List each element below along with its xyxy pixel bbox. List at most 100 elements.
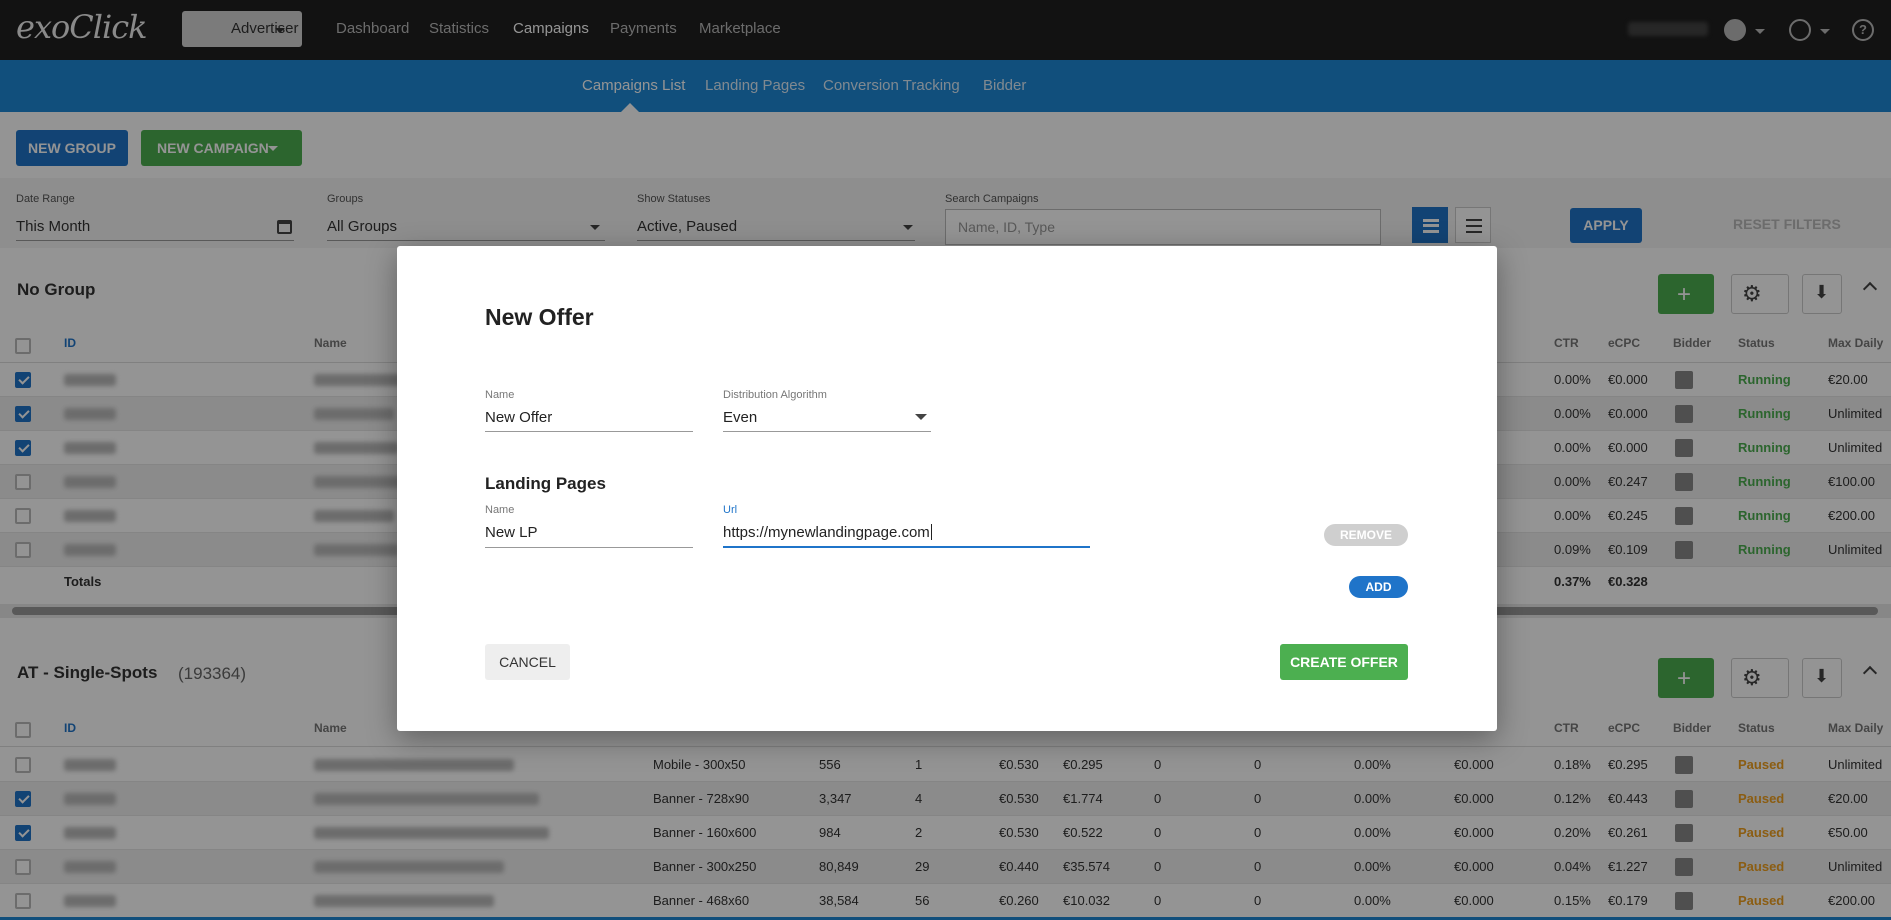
search-placeholder: Name, ID, Type — [958, 219, 1056, 235]
statuses-select[interactable]: Active, Paused — [637, 218, 738, 235]
download-button[interactable]: ⬇ — [1802, 274, 1842, 314]
th-id[interactable]: ID — [64, 721, 76, 735]
bidder-chart-icon[interactable] — [1675, 473, 1693, 491]
bidder-chart-icon[interactable] — [1675, 790, 1693, 808]
th-status[interactable]: Status — [1738, 336, 1775, 350]
subnav-conversion-tracking[interactable]: Conversion Tracking — [823, 77, 960, 94]
group-settings-button[interactable]: ⚙ — [1731, 274, 1789, 314]
nav-dashboard[interactable]: Dashboard — [336, 20, 410, 37]
exoclick-logo[interactable]: exoClick — [16, 8, 148, 46]
add-campaign-button[interactable]: + — [1658, 274, 1714, 314]
bidder-chart-icon[interactable] — [1675, 405, 1693, 423]
gear-icon: ⚙ — [1742, 281, 1762, 306]
search-input[interactable]: Name, ID, Type — [945, 209, 1381, 245]
add-landing-page-button[interactable]: ADD — [1349, 576, 1408, 598]
groups-select[interactable]: All Groups — [327, 218, 398, 235]
row-checkbox[interactable] — [15, 791, 31, 807]
row-checkbox[interactable] — [15, 440, 31, 456]
grouped-view-button[interactable] — [1412, 207, 1448, 243]
th-id[interactable]: ID — [64, 336, 76, 350]
row-checkbox[interactable] — [15, 893, 31, 909]
th-name[interactable]: Name — [314, 721, 347, 735]
row-checkbox[interactable] — [15, 859, 31, 875]
th-ecpc[interactable]: eCPC — [1608, 336, 1641, 350]
select-all-checkbox[interactable] — [15, 722, 31, 738]
nav-statistics[interactable]: Statistics — [429, 20, 490, 37]
bidder-chart-icon[interactable] — [1675, 892, 1693, 910]
row-checkbox[interactable] — [15, 508, 31, 524]
lp-url-label: Url — [723, 504, 738, 516]
offer-name-label: Name — [485, 389, 515, 401]
th-ctr[interactable]: CTR — [1554, 721, 1579, 735]
bidder-chart-icon[interactable] — [1675, 507, 1693, 525]
apply-button[interactable]: APPLY — [1570, 208, 1642, 243]
totals-label: Totals — [64, 574, 102, 589]
status-badge: Paused — [1738, 893, 1785, 908]
group-settings-button[interactable]: ⚙ — [1731, 658, 1789, 698]
download-button[interactable]: ⬇ — [1802, 658, 1842, 698]
help-icon[interactable]: ? — [1852, 19, 1874, 41]
row-checkbox[interactable] — [15, 542, 31, 558]
table-row[interactable]: Banner - 468x60 38,584 56 €0.260 €10.032… — [0, 884, 1891, 918]
th-max-daily[interactable]: Max Daily — [1828, 721, 1884, 735]
bidder-chart-icon[interactable] — [1675, 824, 1693, 842]
th-ctr[interactable]: CTR — [1554, 336, 1579, 350]
offer-name-input[interactable]: New Offer — [485, 409, 553, 426]
select-all-checkbox[interactable] — [15, 338, 31, 354]
reset-filters-button[interactable]: RESET FILTERS — [1733, 216, 1841, 232]
table-row[interactable]: Banner - 300x250 80,849 29 €0.440 €35.57… — [0, 850, 1891, 884]
status-badge: Running — [1738, 440, 1791, 455]
cancel-button[interactable]: CANCEL — [485, 644, 570, 680]
subnav-landing-pages[interactable]: Landing Pages — [705, 77, 806, 94]
th-bidder[interactable]: Bidder — [1673, 336, 1712, 350]
download-icon: ⬇ — [1814, 282, 1830, 302]
lp-url-value: https://mynewlandingpage.com — [723, 524, 930, 541]
group-title: No Group — [17, 280, 96, 299]
row-checkbox[interactable] — [15, 825, 31, 841]
date-range-value[interactable]: This Month — [16, 218, 91, 235]
table-row[interactable]: Banner - 160x600 984 2 €0.530 €0.522 0 0… — [0, 816, 1891, 850]
th-ecpc[interactable]: eCPC — [1608, 721, 1641, 735]
row-checkbox[interactable] — [15, 406, 31, 422]
create-offer-button[interactable]: CREATE OFFER — [1280, 644, 1408, 680]
nav-marketplace[interactable]: Marketplace — [699, 20, 781, 37]
new-group-button[interactable]: NEW GROUP — [16, 130, 128, 166]
lp-url-input[interactable]: https://mynewlandingpage.com — [723, 524, 932, 541]
status-badge: Paused — [1738, 757, 1785, 772]
table-row[interactable]: Banner - 728x90 3,347 4 €0.530 €1.774 0 … — [0, 782, 1891, 816]
lp-name-input[interactable]: New LP — [485, 524, 538, 541]
distribution-algorithm-select[interactable]: Even — [723, 409, 758, 426]
bidder-chart-icon[interactable] — [1675, 439, 1693, 457]
new-campaign-button[interactable]: NEW CAMPAIGN — [141, 130, 302, 166]
flat-view-button[interactable] — [1455, 207, 1491, 243]
subnav-campaigns-list[interactable]: Campaigns List — [582, 77, 686, 94]
th-bidder[interactable]: Bidder — [1673, 721, 1712, 735]
dialog-title: New Offer — [485, 304, 594, 330]
subnav-bidder[interactable]: Bidder — [983, 77, 1027, 94]
calendar-icon[interactable] — [277, 220, 292, 234]
nav-campaigns[interactable]: Campaigns — [513, 20, 589, 37]
user-icon[interactable] — [1724, 19, 1746, 41]
chevron-down-icon — [1820, 29, 1830, 34]
row-checkbox[interactable] — [15, 372, 31, 388]
chevron-down-icon — [268, 146, 278, 151]
row-checkbox[interactable] — [15, 757, 31, 773]
nav-payments[interactable]: Payments — [610, 20, 677, 37]
bidder-chart-icon[interactable] — [1675, 756, 1693, 774]
globe-icon[interactable] — [1789, 19, 1811, 41]
bidder-chart-icon[interactable] — [1675, 371, 1693, 389]
totals-row: Totals 0.37% €0.328 — [64, 574, 1648, 589]
table-row[interactable]: Mobile - 300x50 556 1 €0.530 €0.295 0 0 … — [0, 748, 1891, 782]
th-max-daily[interactable]: Max Daily — [1828, 336, 1884, 350]
row-checkbox[interactable] — [15, 474, 31, 490]
bidder-chart-icon[interactable] — [1675, 541, 1693, 559]
chevron-down-icon — [903, 225, 913, 230]
distribution-algorithm-label: Distribution Algorithm — [723, 389, 827, 401]
th-name[interactable]: Name — [314, 336, 347, 350]
bidder-chart-icon[interactable] — [1675, 858, 1693, 876]
role-switcher-button[interactable]: Advertiser — [182, 11, 302, 47]
th-status[interactable]: Status — [1738, 721, 1775, 735]
remove-landing-page-button[interactable]: REMOVE — [1324, 524, 1408, 546]
plus-icon: + — [1677, 281, 1692, 308]
add-campaign-button[interactable]: + — [1658, 658, 1714, 698]
